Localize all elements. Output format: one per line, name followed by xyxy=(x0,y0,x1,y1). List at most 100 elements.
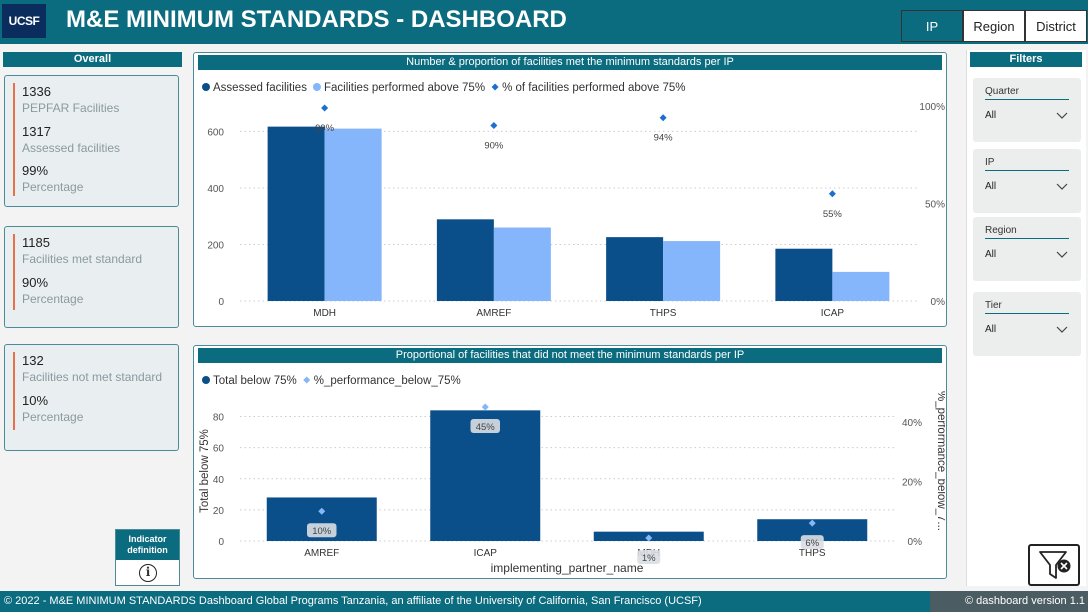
filter-label: Quarter xyxy=(985,86,1019,97)
chart-panel-met-standards: Number & proportion of facilities met th… xyxy=(193,52,947,327)
nav-tab-district[interactable]: District xyxy=(1025,10,1087,42)
y-tick-label: 0 xyxy=(218,537,224,548)
y2-axis-title: %_performance_below_7... xyxy=(935,391,945,531)
legend-marker xyxy=(312,83,321,91)
kpi-label: Facilities met standard xyxy=(22,252,143,266)
kpi-label: Percentage xyxy=(22,292,84,306)
x-tick-label: ICAP xyxy=(474,548,498,559)
kpi-value: 90% xyxy=(22,275,49,290)
y2-tick-label: 0% xyxy=(931,297,945,308)
y-tick-label: 600 xyxy=(207,127,224,138)
legend-label: Assessed facilities xyxy=(213,82,307,94)
legend-marker xyxy=(491,83,499,91)
filter-divider xyxy=(985,99,1069,100)
legend-label: %_performance_below_75% xyxy=(314,375,461,387)
bar xyxy=(663,241,721,301)
data-label-bg xyxy=(637,550,661,565)
y2-tick-label: 50% xyxy=(925,200,945,211)
legend-marker xyxy=(202,376,210,384)
kpi-value: 1336 xyxy=(22,84,51,99)
dropdown-value: All xyxy=(985,324,997,335)
footer-bar: © 2022 - M&E MINIMUM STANDARDS Dashboard… xyxy=(0,591,1088,612)
chart-title: Number & proportion of facilities met th… xyxy=(198,55,942,70)
x-axis-title: implementing_partner_name xyxy=(491,561,644,575)
kpi-value: 1317 xyxy=(22,124,51,139)
filter-ip: IP All xyxy=(973,149,1081,213)
line-marker xyxy=(490,122,498,129)
clear-filters-button[interactable] xyxy=(1028,544,1080,586)
dropdown-value: All xyxy=(985,110,997,121)
quarter-dropdown[interactable]: All xyxy=(985,106,1069,126)
kpi-card-met: 1185 Facilities met standard 90% Percent… xyxy=(4,226,179,328)
filter-region: Region All xyxy=(973,217,1081,281)
bar xyxy=(757,519,868,541)
y-tick-label: 60 xyxy=(213,444,225,455)
legend-label: % of facilities performed above 75% xyxy=(502,82,685,94)
ip-dropdown[interactable]: All xyxy=(985,177,1069,197)
line-marker xyxy=(318,507,326,515)
line-marker xyxy=(481,403,489,411)
chevron-down-icon xyxy=(1056,112,1068,119)
y-tick-label: 400 xyxy=(207,184,224,195)
legend-marker xyxy=(202,83,210,91)
kpi-value: 1185 xyxy=(22,235,50,250)
kpi-card-assessed: 1336 PEPFAR Facilities 1317 Assessed fac… xyxy=(4,75,179,207)
x-tick-label: ICAP xyxy=(821,308,845,319)
filter-quarter: Quarter All xyxy=(973,78,1081,142)
kpi-card-not-met: 132 Facilities not met standard 10% Perc… xyxy=(4,344,179,451)
bar xyxy=(775,248,833,301)
kpi-value: 10% xyxy=(22,393,49,408)
data-label: 55% xyxy=(823,209,843,220)
bar xyxy=(493,227,551,301)
bar xyxy=(436,219,494,301)
footer-version-box xyxy=(930,591,1088,612)
filter-tier: Tier All xyxy=(973,292,1081,356)
data-label-bg xyxy=(800,535,824,550)
data-label: 45% xyxy=(476,422,496,433)
kpi-accent-bar xyxy=(13,83,15,196)
kpi-label: Percentage xyxy=(22,180,84,194)
region-dropdown[interactable]: All xyxy=(985,245,1069,265)
line-marker xyxy=(659,114,667,122)
kpi-label: Facilities not met standard xyxy=(22,370,163,384)
kpi-accent-bar xyxy=(13,234,15,310)
info-icon[interactable]: i xyxy=(139,564,157,582)
y-tick-label: 200 xyxy=(207,240,224,251)
y-tick-label: 20 xyxy=(213,506,225,517)
footer-version: © dashboard version 1.1 xyxy=(965,595,1086,607)
chart-met-standards: Assessed facilities Facilities performed … xyxy=(202,82,945,319)
indicator-definition-button[interactable]: Indicator definition i xyxy=(115,529,180,586)
line-marker xyxy=(828,190,836,198)
bar xyxy=(832,271,890,301)
bar xyxy=(267,126,325,301)
legend-marker xyxy=(303,376,311,384)
indicator-definition-label: Indicator definition xyxy=(116,530,179,560)
y2-tick-label: 0% xyxy=(908,537,923,548)
chart-not-met-standards: Total below 75% %_performance_below_75% 0 2… xyxy=(199,375,945,575)
chevron-down-icon xyxy=(1056,326,1068,333)
footer-copyright: © 2022 - M&E MINIMUM STANDARDS Dashboard… xyxy=(4,595,702,607)
tier-dropdown[interactable]: All xyxy=(985,320,1069,340)
chevron-down-icon xyxy=(1056,183,1068,190)
data-label: 6% xyxy=(805,538,819,549)
line-marker xyxy=(321,104,329,112)
y2-tick-label: 40% xyxy=(902,418,922,429)
legend-label: Facilities performed above 75% xyxy=(324,82,485,94)
x-tick-label: THPS xyxy=(799,548,826,559)
kpi-accent-bar xyxy=(13,352,15,430)
y-axis-title: Total below 75% xyxy=(199,429,211,513)
page-title: M&E MINIMUM STANDARDS - DASHBOARD xyxy=(66,6,567,33)
filter-label: Region xyxy=(985,225,1017,236)
data-label-bg xyxy=(470,418,500,433)
kpi-label: Assessed facilities xyxy=(22,141,121,155)
kpi-value: 99% xyxy=(22,163,49,178)
kpi-label: PEPFAR Facilities xyxy=(22,101,120,115)
x-tick-label: MDH xyxy=(313,308,336,319)
data-label: 99% xyxy=(315,123,335,134)
nav-tab-ip[interactable]: IP xyxy=(901,10,963,42)
data-label-bg xyxy=(307,523,337,538)
chart-panel-not-met-standards: Proportional of facilities that did not … xyxy=(193,345,947,579)
nav-tab-region[interactable]: Region xyxy=(963,10,1025,42)
bar xyxy=(324,128,382,301)
line-marker xyxy=(808,519,816,527)
